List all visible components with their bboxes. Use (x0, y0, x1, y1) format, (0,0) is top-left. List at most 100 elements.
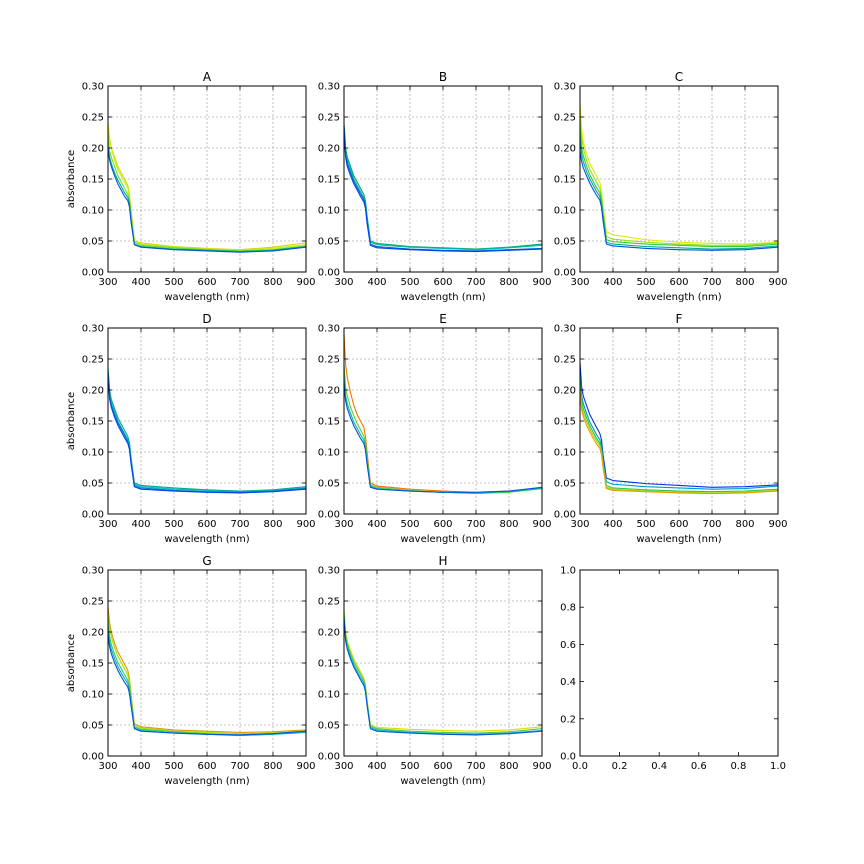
x-tick-label: 500 (400, 519, 419, 530)
y-tick-label: 0.20 (318, 386, 340, 397)
y-tick-label: 0.00 (554, 268, 576, 279)
subplot-title: A (203, 70, 212, 84)
x-tick-label: 700 (466, 277, 485, 288)
grid (580, 86, 778, 272)
ticks (343, 327, 543, 515)
y-tick-label: 0.10 (318, 690, 340, 701)
y-axis-label: absorbance (66, 392, 77, 450)
x-axis-label: wavelength (nm) (400, 292, 485, 303)
series-line-2 (344, 613, 542, 734)
y-tick-label: 0.30 (318, 82, 340, 93)
y-tick-label: 0.20 (554, 386, 576, 397)
subplot-title: D (202, 312, 211, 326)
y-tick-label: 0.30 (554, 82, 576, 93)
series-line-5 (108, 635, 306, 736)
y-tick-label: 0.20 (554, 144, 576, 155)
x-tick-label: 300 (334, 277, 353, 288)
x-tick-label: 500 (164, 519, 183, 530)
y-tick-label: 0.4 (560, 677, 576, 688)
grid (108, 570, 306, 756)
series-line-5 (108, 147, 306, 253)
grid (344, 570, 542, 756)
y-tick-label: 0.25 (318, 113, 340, 124)
subplot-title: H (438, 554, 447, 568)
x-tick-label: 700 (230, 519, 249, 530)
grid (108, 86, 306, 272)
subplot-f: 300 400 500 600 700 800 900 0.00 0.05 0.10 0.15 0.2… (554, 312, 788, 545)
ticks (107, 569, 307, 757)
plot-area (580, 570, 778, 756)
grid (344, 86, 542, 272)
subplot-b: 300 400 500 600 700 800 900 0.00 0.05 0.10 0.15 0.2… (318, 70, 552, 303)
series-line-4 (580, 386, 778, 494)
x-tick-label: 700 (230, 277, 249, 288)
series-line-1 (108, 368, 306, 492)
x-axis-label: wavelength (nm) (164, 776, 249, 787)
x-tick-label: 700 (466, 761, 485, 772)
y-tick-label: 0.15 (318, 659, 340, 670)
x-tick-label: 1.0 (770, 761, 786, 772)
x-axis-label: wavelength (nm) (636, 534, 721, 545)
y-tick-label: 0.05 (554, 237, 576, 248)
y-tick-label: 0.00 (82, 752, 104, 763)
y-tick-label: 0.00 (318, 510, 340, 521)
y-tick-label: 0.15 (318, 417, 340, 428)
series-line-4 (580, 138, 778, 250)
y-tick-label: 0.20 (82, 386, 104, 397)
subplot-e: 300 400 500 600 700 800 900 0.00 0.05 0.10 0.15 0.2… (318, 312, 552, 545)
series-line-1 (344, 123, 542, 250)
ticks (343, 85, 543, 273)
series-line-4 (344, 383, 542, 493)
y-tick-label: 0.6 (560, 640, 576, 651)
x-tick-label: 0.6 (691, 761, 707, 772)
x-tick-label: 0.0 (572, 761, 588, 772)
x-axis-label: wavelength (nm) (636, 292, 721, 303)
subplot-title: G (202, 554, 211, 568)
x-tick-label: 400 (603, 519, 622, 530)
x-tick-label: 900 (532, 519, 551, 530)
subplot-empty: 0.0 0.2 0.4 0.6 0.8 1.0 0.0 0.2 0.4 0.6 0.8 1.0 (560, 566, 786, 773)
x-tick-label: 600 (433, 519, 452, 530)
subplot-title: B (439, 70, 447, 84)
ticks (107, 327, 307, 515)
y-tick-label: 0.10 (82, 448, 104, 459)
series-line-2 (108, 123, 306, 251)
y-tick-label: 0.00 (318, 752, 340, 763)
x-axis-label: wavelength (nm) (164, 292, 249, 303)
subplot-a: 300 400 500 600 700 800 900 0.00 0.05 0.10 0.15 0.2… (66, 70, 316, 303)
y-tick-label: 0.10 (554, 448, 576, 459)
x-tick-label: 0.4 (651, 761, 667, 772)
x-tick-label: 800 (263, 519, 282, 530)
subplot-title: E (439, 312, 447, 326)
x-tick-label: 800 (263, 761, 282, 772)
y-tick-label: 0.15 (554, 417, 576, 428)
series-group (580, 104, 778, 251)
x-tick-label: 300 (570, 277, 589, 288)
y-tick-label: 0.25 (82, 597, 104, 608)
ticks (579, 85, 779, 273)
y-tick-label: 0.25 (82, 113, 104, 124)
x-tick-label: 0.8 (730, 761, 746, 772)
y-tick-label: 0.15 (318, 175, 340, 186)
series-line-3 (108, 138, 306, 252)
x-tick-label: 400 (131, 761, 150, 772)
series-line-1 (580, 104, 778, 245)
x-tick-label: 500 (400, 277, 419, 288)
subplot-title: F (676, 312, 683, 326)
y-tick-label: 0.15 (82, 175, 104, 186)
x-tick-label: 800 (499, 761, 518, 772)
ticks (107, 85, 307, 273)
y-tick-label: 0.10 (82, 206, 104, 217)
x-tick-label: 500 (636, 277, 655, 288)
y-tick-label: 0.0 (560, 752, 576, 763)
x-tick-label: 500 (400, 761, 419, 772)
grid (108, 328, 306, 514)
subplot-g: 300 400 500 600 700 800 900 0.00 0.05 0.10 0.15 0.2… (66, 554, 316, 787)
series-group (108, 607, 306, 737)
y-tick-label: 0.00 (82, 510, 104, 521)
series-group (344, 610, 542, 736)
x-tick-label: 700 (230, 761, 249, 772)
y-tick-label: 0.00 (554, 510, 576, 521)
series-group (344, 123, 542, 253)
